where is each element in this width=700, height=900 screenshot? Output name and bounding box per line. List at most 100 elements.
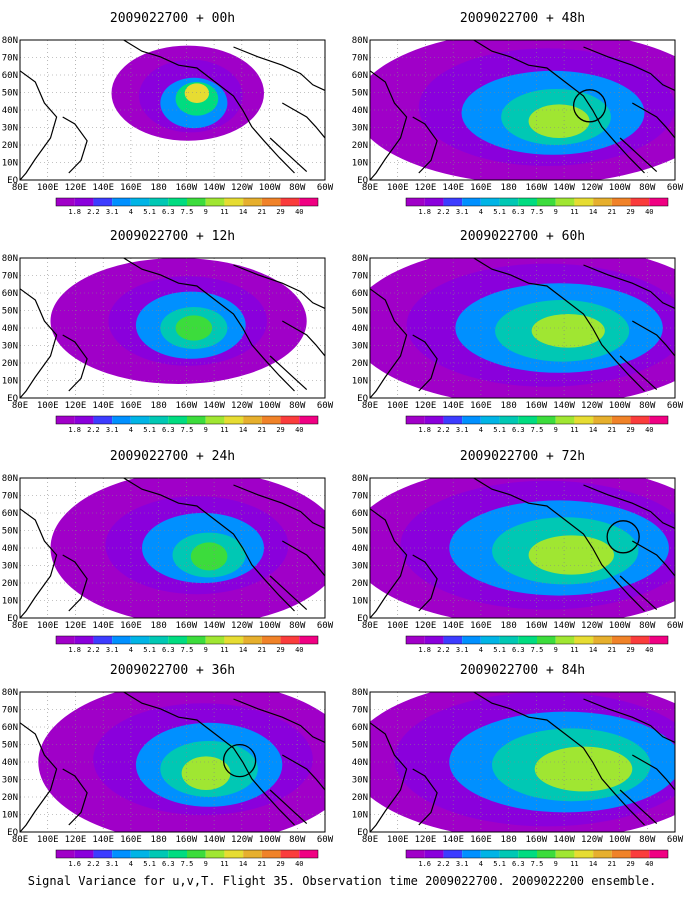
colorbar-label: 29	[626, 860, 634, 868]
colorbar-swatch	[74, 850, 94, 858]
lon-tick-label: 120E	[65, 183, 87, 193]
lon-tick-label: 180	[151, 183, 167, 193]
colorbar-label: 5.1	[493, 208, 506, 216]
lon-tick-label: 100E	[387, 401, 409, 411]
colorbar-swatch	[130, 198, 150, 206]
lat-tick-label: 20N	[2, 579, 18, 589]
lat-tick-label: 30N	[352, 342, 368, 352]
colorbar-label: 11	[220, 426, 228, 434]
lon-tick-label: 140E	[442, 401, 464, 411]
coastline	[123, 478, 295, 612]
coastline	[412, 334, 438, 392]
lat-tick-label: 20N	[352, 579, 368, 589]
lon-tick-label: 80E	[362, 621, 378, 631]
colorbar-label: 29	[276, 646, 284, 654]
colorbar-swatch	[443, 850, 463, 858]
lon-tick-label: 160W	[176, 401, 198, 411]
colorbar-label: 21	[258, 208, 266, 216]
lon-tick-label: 160W	[526, 401, 548, 411]
coastline	[370, 508, 408, 618]
colorbar-frame	[55, 635, 319, 645]
colorbar-label: 6.3	[162, 646, 175, 654]
colorbar-frame	[405, 415, 669, 425]
colorbar-swatch	[593, 636, 612, 644]
lat-tick-label: 50N	[352, 741, 368, 751]
coastline	[20, 508, 58, 618]
colorbar-label: 6.3	[512, 646, 525, 654]
lon-tick-label: 180	[501, 401, 517, 411]
coastline	[473, 258, 645, 392]
colorbar-swatch	[462, 198, 481, 206]
colorbar-label: 9	[204, 860, 208, 868]
colorbar-label: 4	[479, 646, 483, 654]
coastline	[282, 320, 325, 357]
coastline	[370, 288, 408, 398]
lat-tick-label: 40N	[2, 544, 18, 554]
lat-tick-label: 80N	[352, 474, 368, 484]
colorbar-swatch	[93, 198, 113, 206]
lon-tick-label: 80W	[289, 183, 306, 193]
coastline	[233, 698, 325, 743]
lon-tick-label: 80E	[12, 835, 28, 845]
lon-tick-label: 100W	[259, 183, 281, 193]
lon-tick-label: 140E	[442, 183, 464, 193]
lon-tick-label: 120E	[415, 183, 437, 193]
lat-tick-label: 50N	[2, 741, 18, 751]
lon-tick-label: 160W	[176, 183, 198, 193]
lat-tick-label: 80N	[2, 254, 18, 264]
coastline	[412, 768, 438, 826]
colorbar-label: 1.8	[418, 646, 431, 654]
lon-tick-label: 80E	[12, 621, 28, 631]
colorbar-swatch	[649, 850, 668, 858]
colorbar-frame	[405, 849, 669, 859]
lat-tick-label: 60N	[352, 723, 368, 733]
colorbar-swatch	[112, 636, 131, 644]
coastline	[123, 692, 295, 826]
lon-tick-label: 140W	[553, 835, 575, 845]
colorbar-swatch	[499, 636, 519, 644]
colorbar-label: 7.5	[181, 860, 194, 868]
lon-tick-label: 60W	[667, 401, 684, 411]
colorbar-swatch	[261, 416, 281, 424]
coastline	[370, 722, 408, 832]
lat-tick-label: 10N	[352, 377, 368, 387]
lon-tick-label: 180	[501, 621, 517, 631]
colorbar-frame	[55, 849, 319, 859]
colorbar-label: 9	[204, 208, 208, 216]
lat-tick-label: 40N	[352, 758, 368, 768]
colorbar-label: 29	[626, 426, 634, 434]
colorbar-swatch	[299, 198, 318, 206]
lat-tick-label: 20N	[352, 793, 368, 803]
colorbar-swatch	[205, 416, 225, 424]
colorbar-swatch	[518, 850, 537, 858]
colorbar-label: 21	[258, 860, 266, 868]
colorbar-label: 11	[570, 646, 578, 654]
map-frame	[369, 39, 676, 181]
colorbar-swatch	[518, 198, 537, 206]
colorbar-swatch	[280, 198, 300, 206]
lat-tick-label: 20N	[2, 141, 18, 151]
coastline	[632, 320, 675, 357]
colorbar-swatch	[130, 416, 150, 424]
lat-tick-label: 30N	[352, 776, 368, 786]
colorbar-label: 4	[479, 208, 483, 216]
coastline	[233, 46, 325, 91]
lon-tick-label: 60W	[317, 835, 334, 845]
colorbar-swatch	[74, 198, 94, 206]
colorbar-swatch	[593, 850, 612, 858]
contour-region	[534, 746, 633, 792]
lat-tick-label: 20N	[2, 793, 18, 803]
lon-tick-label: 140W	[203, 183, 225, 193]
colorbar-swatch	[555, 416, 575, 424]
colorbar-label: 9	[554, 426, 558, 434]
colorbar-swatch	[574, 416, 594, 424]
map-field	[370, 478, 675, 618]
lat-tick-label: 70N	[352, 54, 368, 64]
lat-tick-label: 80N	[352, 36, 368, 46]
colorbar-swatch	[649, 198, 668, 206]
colorbar-label: 11	[220, 208, 228, 216]
colorbar-label: 7.5	[531, 208, 544, 216]
colorbar-label: 5.1	[143, 646, 156, 654]
colorbar-label: 1.8	[68, 646, 81, 654]
lon-tick-label: 180	[151, 621, 167, 631]
